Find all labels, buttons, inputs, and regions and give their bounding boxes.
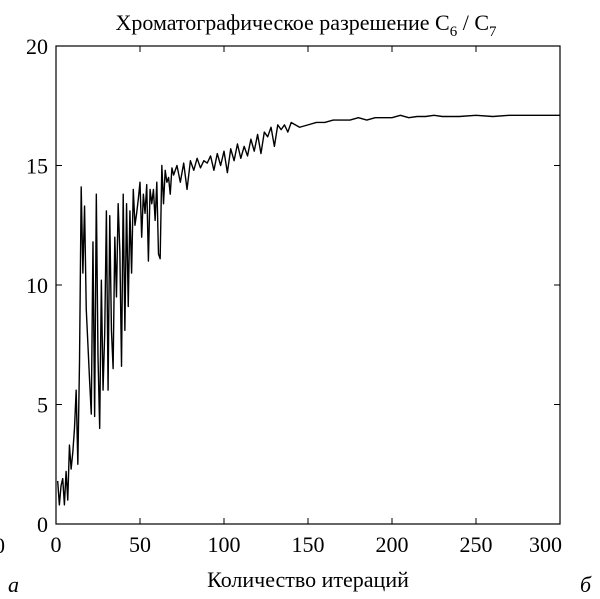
y-tick-label: 0	[37, 512, 48, 537]
x-tick-label: 100	[208, 532, 241, 557]
title-separator: / C	[457, 10, 489, 35]
title-subscript-7: 7	[489, 24, 497, 40]
x-axis-label: Количество итераций	[207, 567, 409, 592]
x-tick-label: 250	[460, 532, 493, 557]
title-subscript-6: 6	[450, 24, 458, 40]
x-tick-label: 200	[376, 532, 409, 557]
title-main: Хроматографическое разрешение C	[115, 10, 449, 35]
y-tick-label: 15	[26, 154, 48, 179]
x-tick-label: 300	[529, 532, 562, 557]
plot-frame	[55, 45, 561, 525]
series-layer	[56, 114, 560, 506]
y-tick-label: 5	[37, 393, 48, 418]
y-tick-label: 10	[26, 273, 48, 298]
series-line-1	[56, 114, 560, 506]
chart-title: Хроматографическое разрешение C6 / C7	[115, 10, 497, 40]
left-edge-fragment: 0	[0, 533, 5, 558]
x-tick-label: 0	[51, 532, 62, 557]
panel-letter-right: б	[580, 572, 592, 597]
y-tick-label: 20	[26, 34, 48, 59]
x-axis-ticks: 0 50 100 150 200 250 300	[51, 46, 562, 557]
panel-letter-left: a	[8, 572, 19, 597]
x-tick-label: 150	[292, 532, 325, 557]
x-tick-label: 50	[129, 532, 151, 557]
y-axis-ticks: 0 5 10 15 20	[26, 34, 560, 537]
